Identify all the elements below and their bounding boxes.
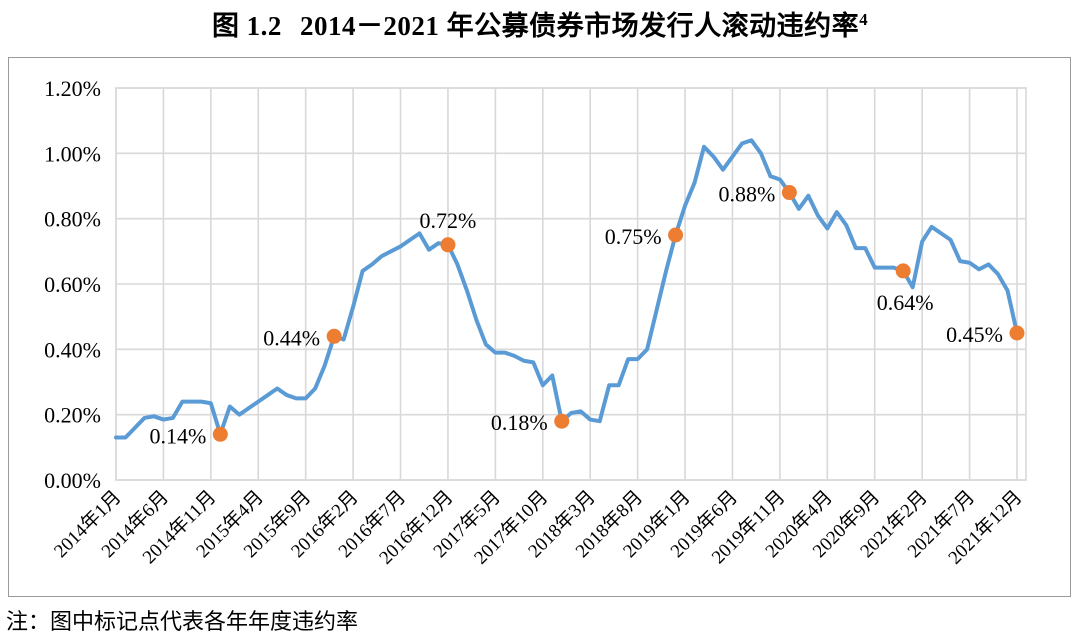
- year-end-marker: [781, 185, 797, 201]
- year-end-marker: [440, 237, 456, 253]
- chart-footnote: 注：图中标记点代表各年年度违约率: [6, 609, 359, 634]
- y-axis-tick-label: 1.20%: [44, 76, 101, 101]
- data-point-label: 0.64%: [877, 290, 934, 315]
- y-axis-tick-label: 0.40%: [44, 337, 101, 362]
- y-axis-tick-label: 0.20%: [44, 403, 101, 428]
- year-end-marker: [1009, 325, 1025, 341]
- y-axis-tick-label: 1.00%: [44, 141, 101, 166]
- line-chart-svg: 0.00%0.20%0.40%0.60%0.80%1.00%1.20%2014年…: [44, 76, 1027, 569]
- year-end-marker: [326, 328, 342, 344]
- chart-title: 图 1.2 2014－2021 年公募债券市场发行人滚动违约率4: [0, 4, 1080, 43]
- year-end-marker: [895, 263, 911, 279]
- chart-title-number: 图 1.2: [211, 11, 282, 41]
- chart-area: 0.00% 0.20% 0.40% 0.60% 0.80% 1.00% 1.20% 2014年…: [8, 57, 1071, 597]
- data-point-label: 0.45%: [946, 322, 1003, 347]
- data-point-label: 0.44%: [263, 325, 320, 350]
- y-axis-tick-label: 0.60%: [44, 272, 101, 297]
- data-point-label: 0.18%: [491, 410, 548, 435]
- data-point-label: 0.14%: [149, 423, 206, 448]
- year-end-marker: [668, 227, 684, 243]
- data-point-label: 0.72%: [420, 208, 477, 233]
- default-rate-line: [114, 138, 1019, 440]
- data-point-label: 0.75%: [605, 224, 662, 249]
- chart-title-text: 2014－2021 年公募债券市场发行人滚动违约率: [299, 11, 860, 41]
- chart-title-footnote-marker: 4: [859, 10, 869, 29]
- year-end-marker: [554, 413, 570, 429]
- y-axis-tick-label: 0.80%: [44, 207, 101, 232]
- year-end-marker: [212, 426, 228, 442]
- y-axis-tick-label: 0.00%: [44, 468, 101, 493]
- data-point-label: 0.88%: [719, 182, 776, 207]
